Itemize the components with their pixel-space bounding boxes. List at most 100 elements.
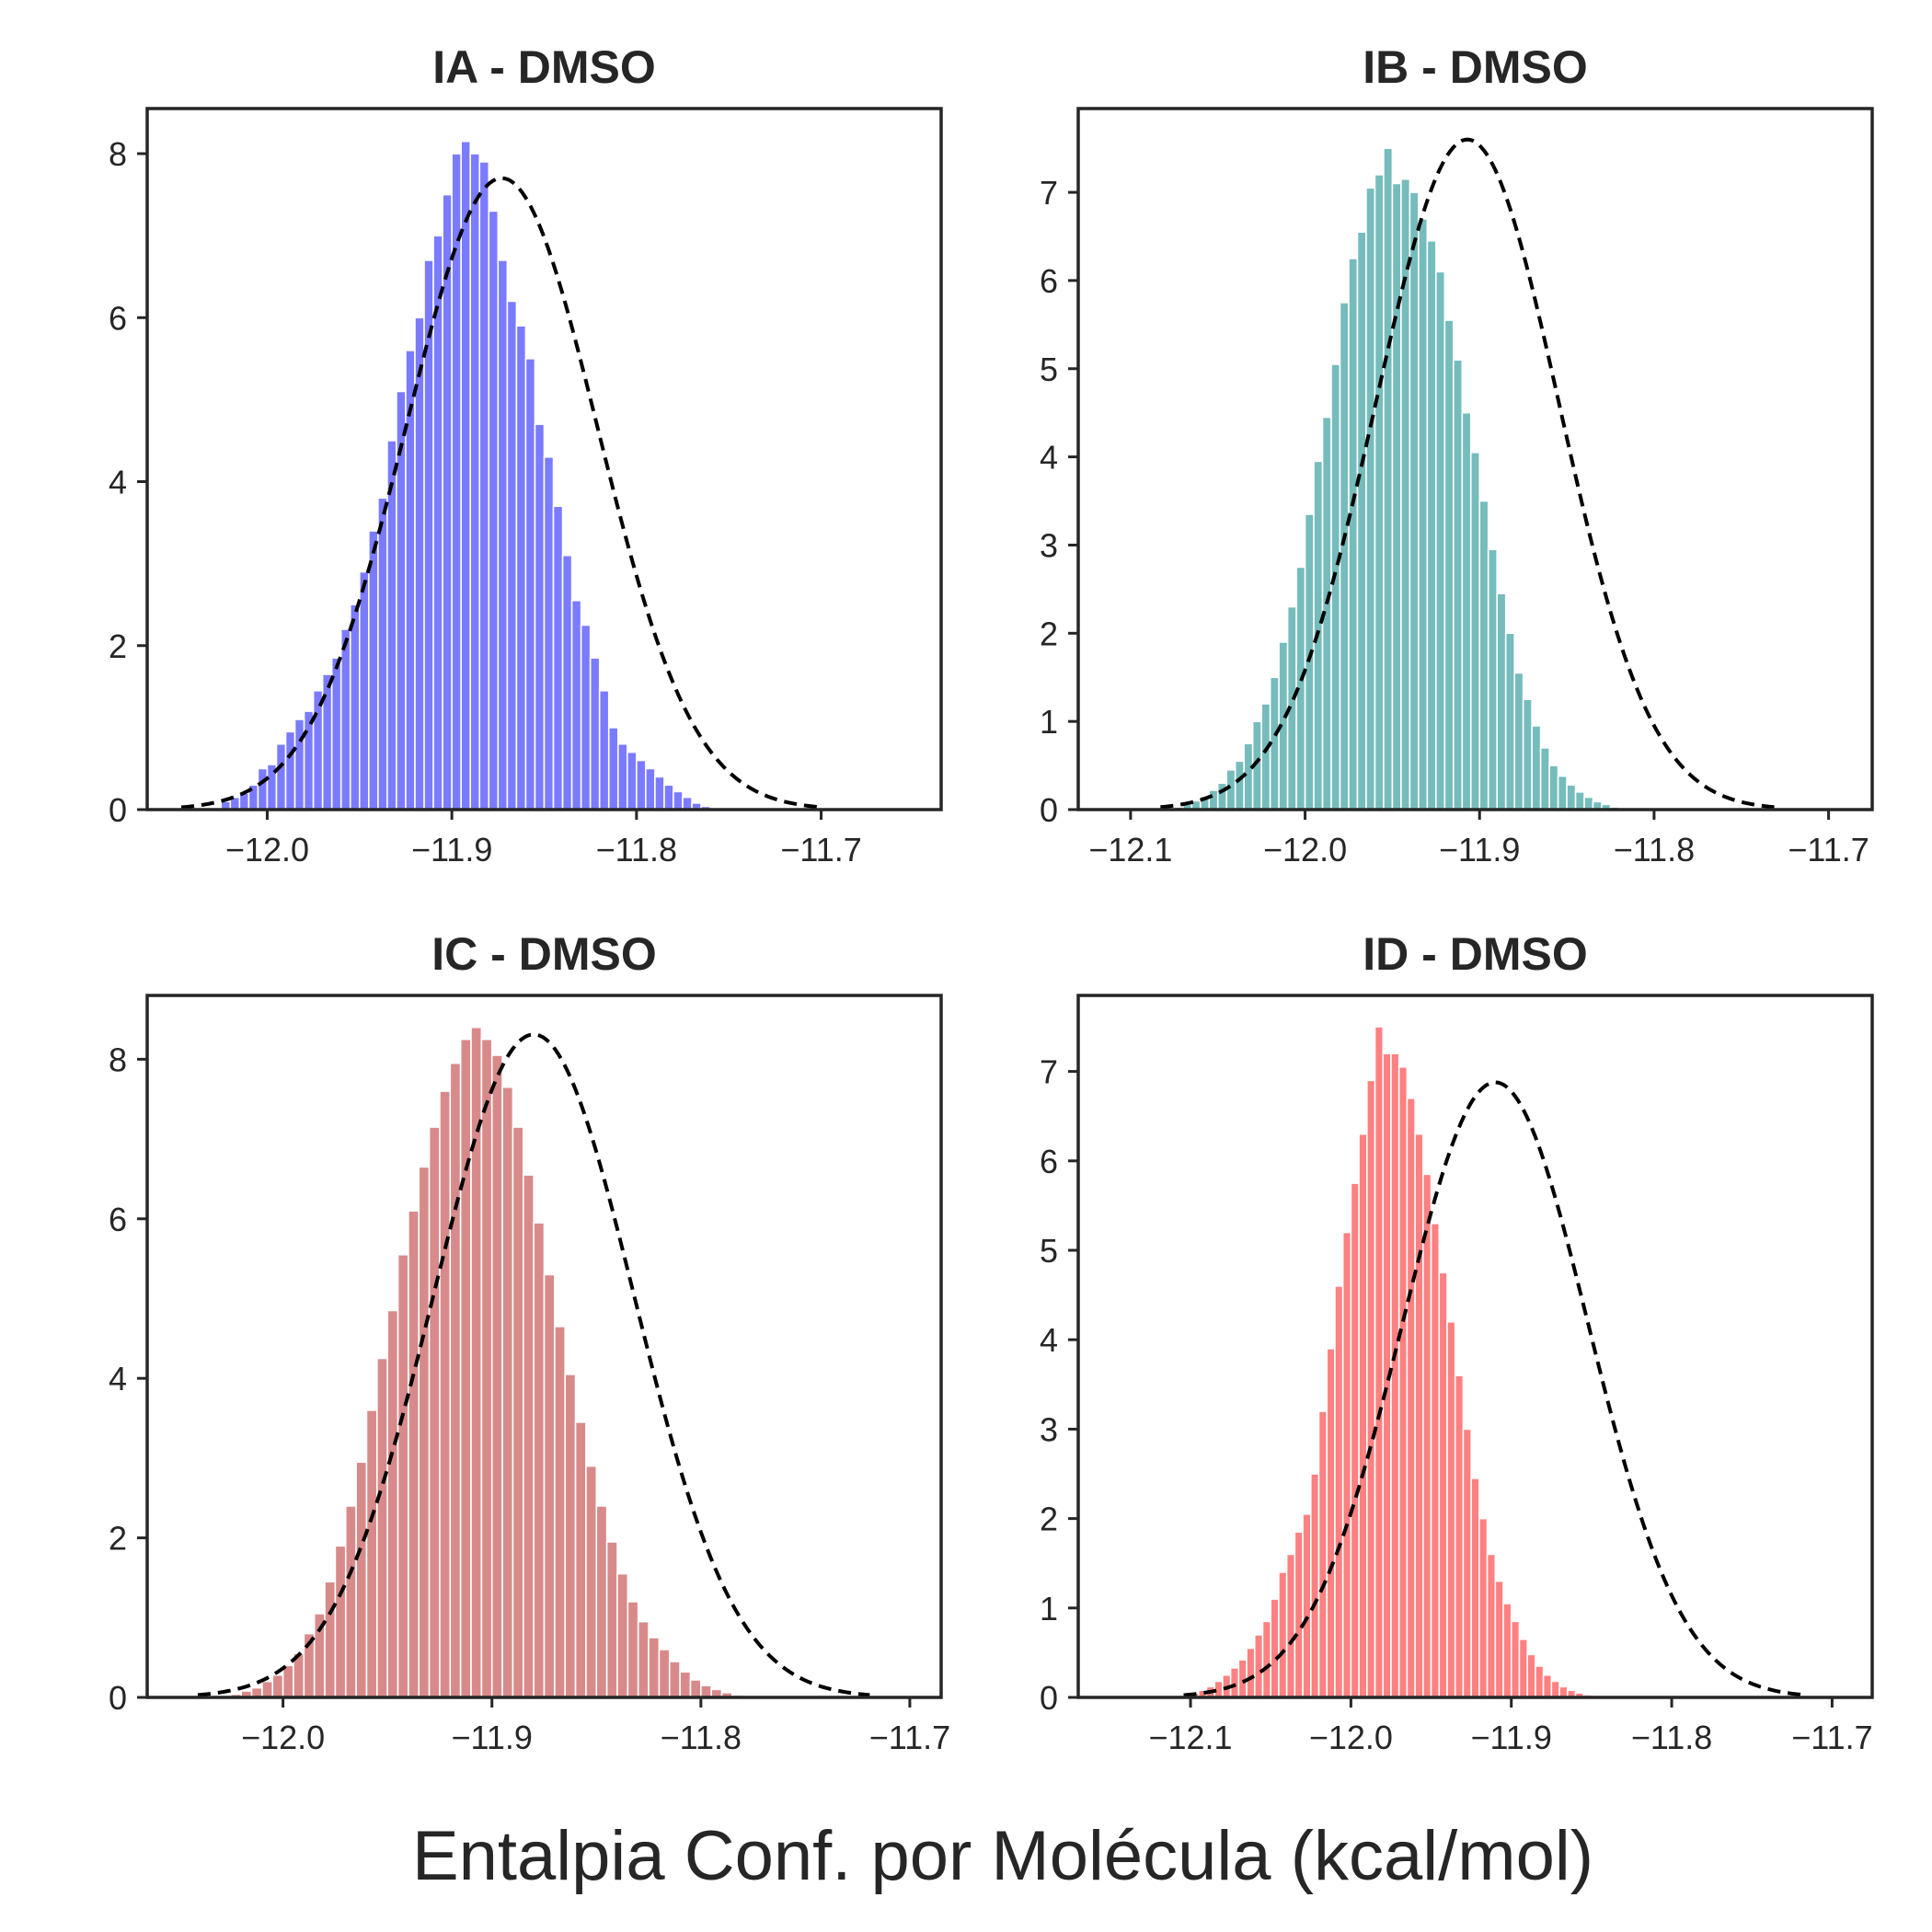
y-tick-label: 5 — [1040, 351, 1058, 388]
histogram-bar — [616, 742, 628, 810]
histogram-bar — [585, 1465, 598, 1697]
histogram-bar — [418, 1166, 431, 1697]
histogram-bar — [1504, 632, 1515, 810]
y-tick-label: 0 — [109, 791, 127, 829]
histogram-bar — [1539, 747, 1550, 810]
histogram-bar — [636, 759, 647, 810]
panel-4-title: ID - DMSO — [1363, 928, 1587, 980]
histogram-bar — [1494, 1580, 1504, 1697]
histogram-bar — [1341, 1231, 1352, 1697]
histogram-bar — [1469, 452, 1481, 810]
y-tick-label: 0 — [109, 1679, 127, 1717]
histogram-bar — [377, 497, 388, 810]
x-tick-label: −11.7 — [780, 831, 861, 868]
panel-4-bars — [1190, 1026, 1593, 1697]
x-tick-label: −11.8 — [596, 831, 677, 868]
histogram-bar — [1574, 791, 1585, 810]
histogram-bar — [478, 161, 490, 810]
y-tick-label: 4 — [109, 464, 127, 501]
histogram-bar — [1317, 1410, 1328, 1697]
panel-4: −12.1 −12.0 −11.9 −11.8 −11.7 0 1 2 3 4 5 6 7 ID - DM… — [1040, 928, 1874, 1756]
histogram-bar — [1531, 725, 1542, 810]
panel-4-frame — [1076, 994, 1874, 1699]
histogram-bar — [275, 742, 287, 810]
histogram-bar — [1270, 1598, 1280, 1697]
histogram-bar — [303, 710, 315, 810]
y-tick-label: 5 — [1040, 1232, 1058, 1270]
histogram-bar — [522, 1174, 535, 1697]
histogram-bar — [1391, 182, 1402, 810]
histogram-bar — [506, 300, 518, 810]
panel-2: −12.1 −12.0 −11.9 −11.8 −11.7 0 1 2 3 4 5 6 7 IB - DM… — [1040, 41, 1874, 868]
histogram-bar — [376, 1357, 388, 1697]
histogram-bar — [1513, 672, 1524, 810]
y-tick-label: 8 — [109, 1041, 127, 1078]
histogram-bar — [449, 1062, 462, 1697]
histogram-bar — [1438, 1271, 1448, 1697]
histogram-bar — [1406, 1097, 1416, 1697]
y-tick-label: 6 — [109, 299, 127, 337]
histogram-bar — [439, 1090, 452, 1697]
histogram-bar — [1510, 1620, 1521, 1697]
panel-2-title: IB - DMSO — [1363, 41, 1587, 93]
histogram-bar — [1522, 698, 1533, 810]
histogram-bar — [1358, 1133, 1368, 1697]
histogram-bar — [1526, 1653, 1536, 1697]
histogram-bar — [1246, 1647, 1256, 1697]
histogram-bar — [1435, 270, 1446, 810]
histogram-bar — [679, 1671, 692, 1697]
histogram-bar — [1302, 1512, 1312, 1697]
histogram-bar — [397, 1253, 409, 1697]
histogram-bar — [1414, 1133, 1424, 1697]
x-tick-label: −11.8 — [1614, 831, 1695, 868]
histogram-bar — [480, 1038, 493, 1697]
histogram-bar — [607, 727, 619, 810]
histogram-bar — [524, 358, 536, 810]
histogram-bar — [1443, 319, 1455, 810]
histogram-bar — [1208, 789, 1219, 810]
histogram-bar — [386, 1309, 399, 1697]
histogram-bar — [554, 1326, 567, 1697]
histogram-bar — [663, 784, 674, 810]
panel-2-frame — [1076, 107, 1874, 811]
histogram-bar — [1356, 231, 1367, 810]
y-tick-label: 4 — [1040, 1321, 1058, 1359]
y-tick-label: 2 — [1040, 1501, 1058, 1538]
x-tick-label: −12.1 — [1148, 1719, 1232, 1756]
histogram-bar — [469, 153, 481, 810]
histogram-bar — [312, 689, 324, 810]
x-tick-label: −11.8 — [661, 1719, 742, 1756]
panel-3-bars — [219, 1026, 744, 1697]
histogram-bar — [293, 719, 305, 810]
x-tick-label: −12.1 — [1088, 831, 1172, 868]
panel-3-title: IC - DMSO — [431, 928, 656, 980]
x-tick-label: −11.7 — [1791, 1719, 1872, 1756]
panel-1-frame — [145, 107, 943, 811]
y-tick-label: 8 — [109, 135, 127, 173]
histogram-bar — [339, 628, 351, 810]
histogram-bar — [1566, 784, 1577, 810]
histogram-bar — [1548, 765, 1559, 810]
panel-2-fit-curve — [1160, 137, 1775, 810]
histogram-bar — [1583, 796, 1594, 810]
histogram-bar — [405, 350, 416, 810]
histogram-bar — [605, 1541, 618, 1697]
histogram-bar — [460, 140, 472, 810]
histogram-bar — [552, 505, 564, 810]
histogram-bar — [359, 570, 370, 810]
histogram-bar — [1478, 1517, 1489, 1697]
histogram-bar — [1518, 1639, 1528, 1697]
histogram-bar — [580, 624, 592, 810]
histogram-bar — [349, 604, 361, 810]
histogram-bar — [1454, 1374, 1465, 1697]
histogram-bar — [700, 1685, 712, 1697]
histogram-bar — [1487, 548, 1499, 810]
histogram-bar — [282, 1664, 294, 1697]
histogram-bar — [648, 1637, 661, 1697]
histogram-bar — [598, 689, 610, 810]
histogram-bar — [1478, 500, 1489, 810]
y-tick-label: 0 — [1040, 1679, 1058, 1717]
panel-1-title: IA - DMSO — [432, 41, 656, 93]
histogram-bar — [561, 554, 573, 810]
